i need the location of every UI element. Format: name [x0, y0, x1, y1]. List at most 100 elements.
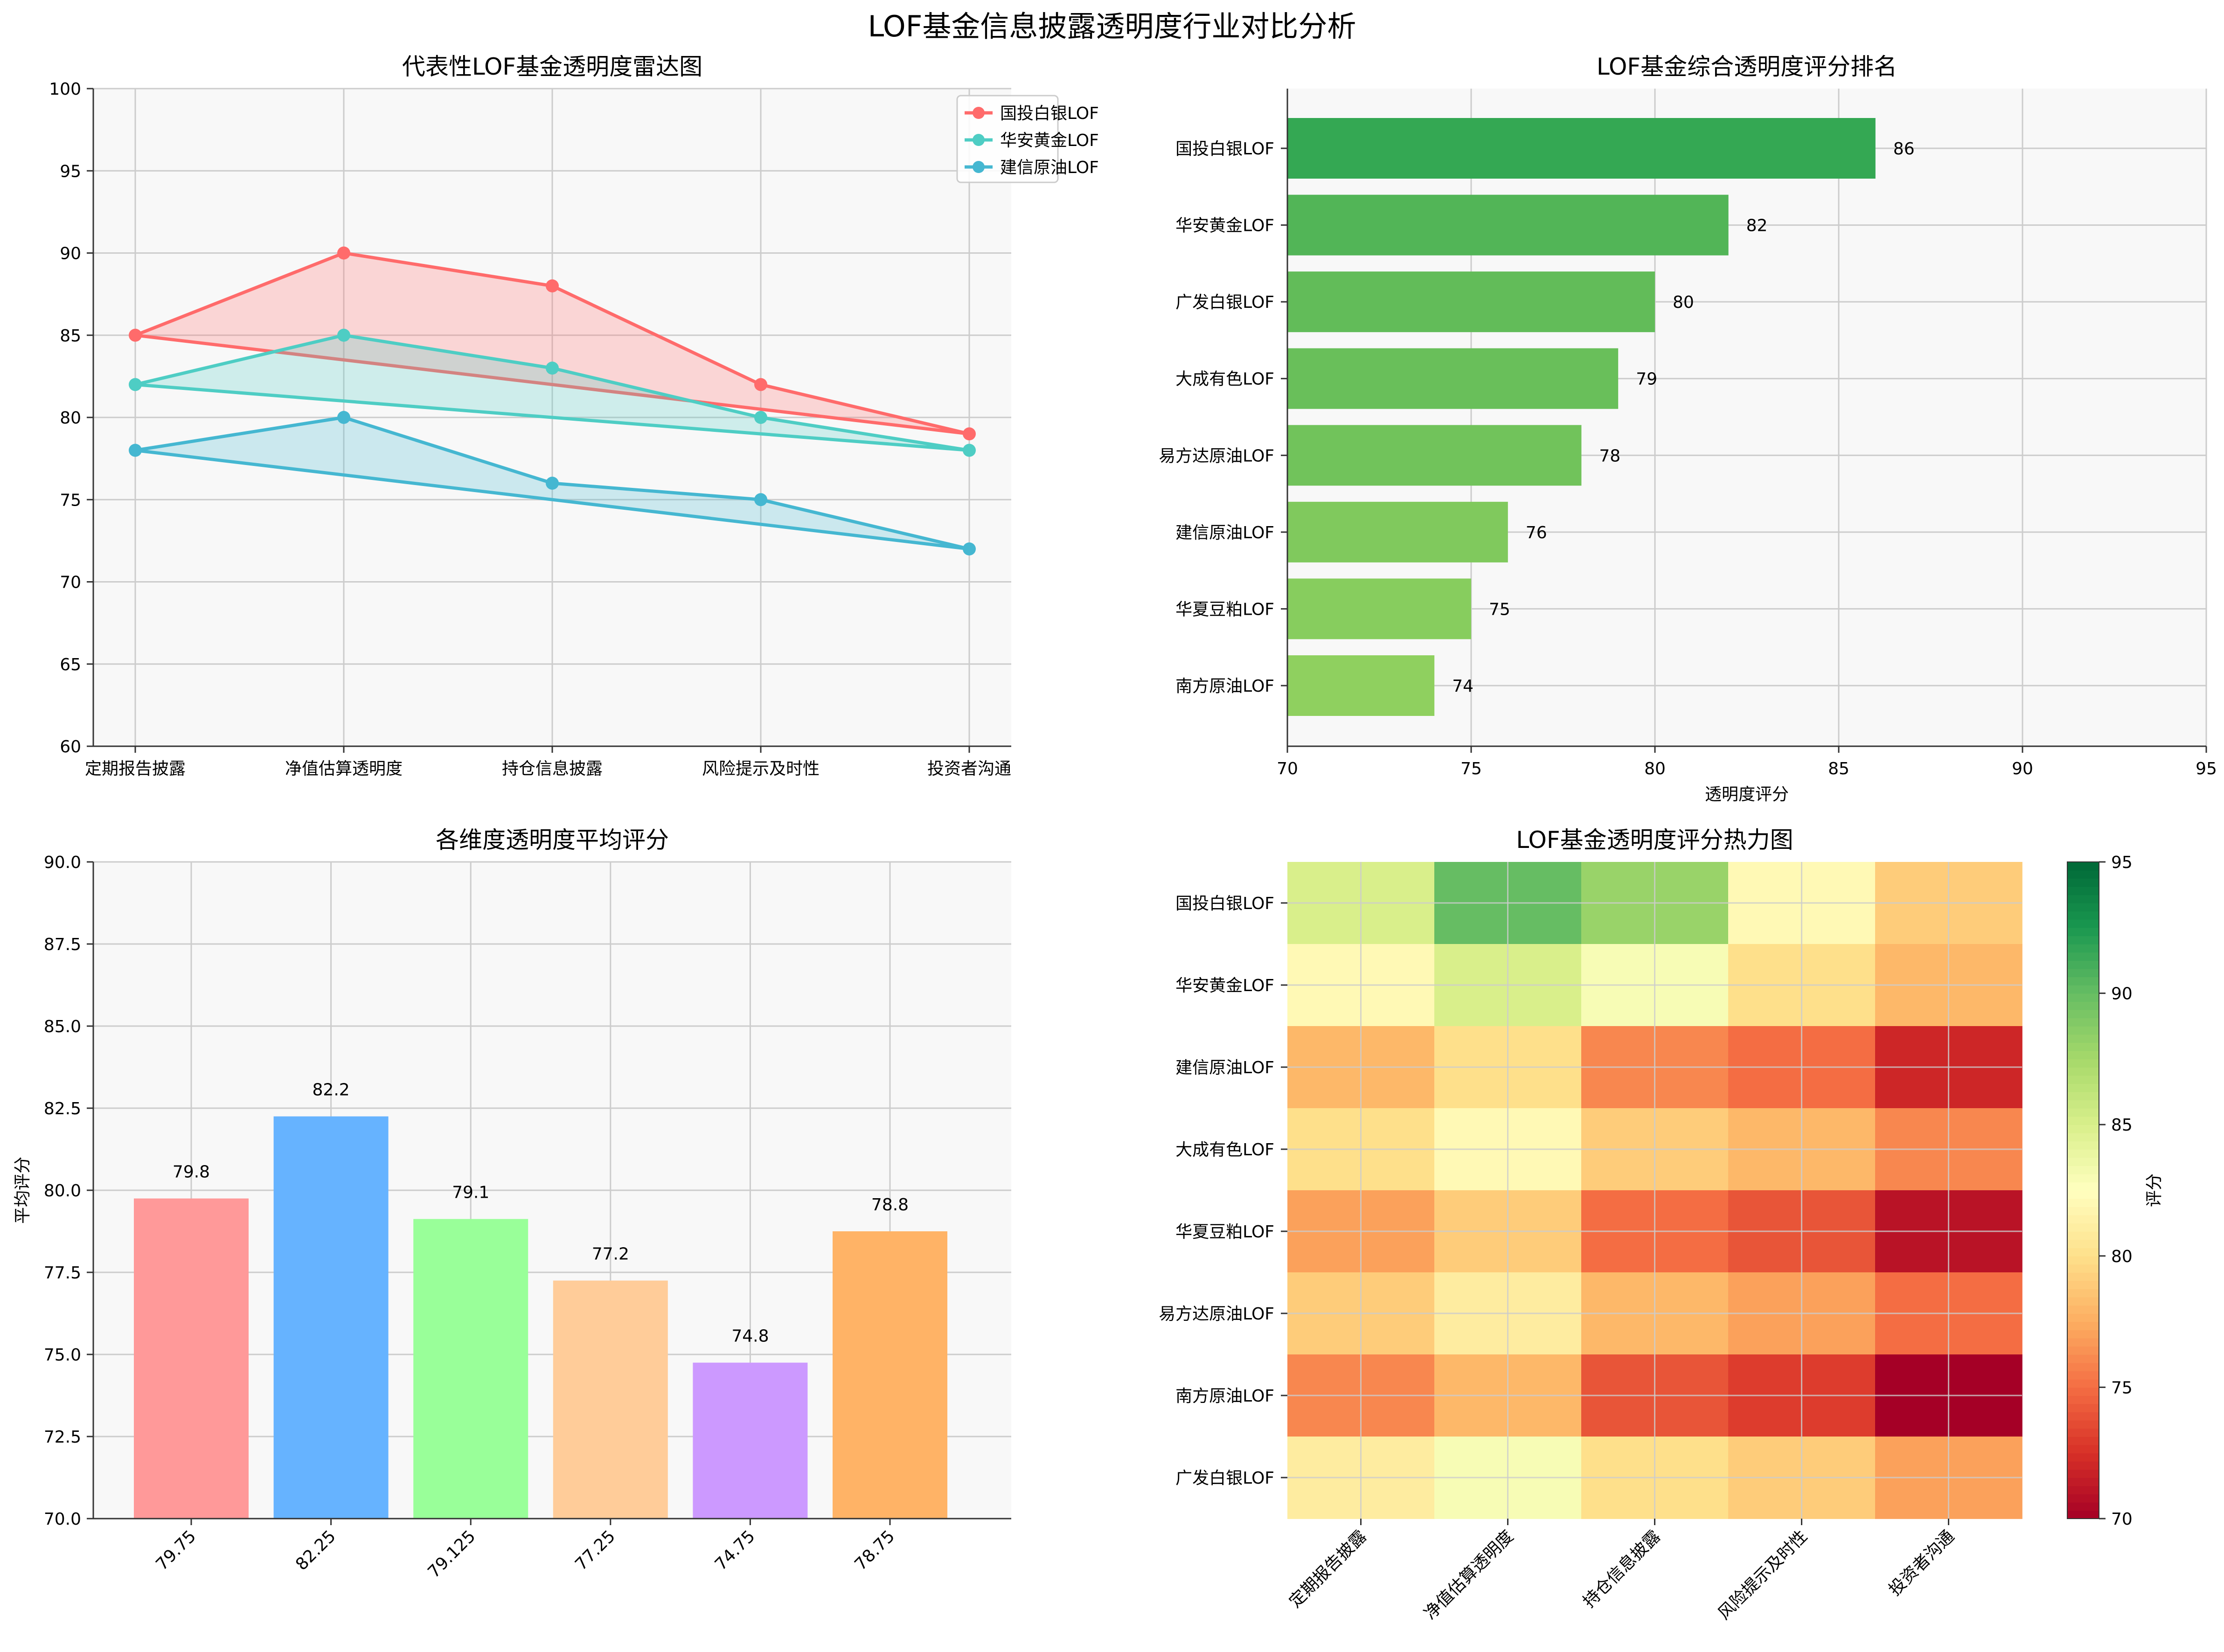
bar — [1287, 655, 1435, 716]
plot-area — [1287, 89, 2206, 746]
colorbar-segment — [2067, 1420, 2099, 1429]
y-tick-label: 大成有色LOF — [1175, 1140, 1274, 1159]
x-tick-label: 持仓信息披露 — [1579, 1527, 1664, 1611]
colorbar-segment — [2067, 1379, 2099, 1388]
bar-value-label: 76 — [1526, 523, 1547, 542]
colorbar-segment — [2067, 1231, 2099, 1240]
y-tick-label: 65 — [60, 655, 81, 674]
y-tick-label: 南方原油LOF — [1175, 1387, 1274, 1406]
colorbar-segment — [2067, 1108, 2099, 1117]
colorbar-segment — [2067, 1124, 2099, 1133]
colorbar-segment — [2067, 1387, 2099, 1396]
series-line-0 — [134, 251, 971, 436]
x-tick-label: 85 — [1828, 759, 1849, 778]
bar — [1287, 501, 1508, 562]
colorbar-segment — [2067, 1026, 2099, 1035]
x-tick-label: 82.25 — [292, 1527, 340, 1574]
x-tick-label: 90 — [2012, 759, 2033, 778]
colorbar-segment — [2067, 993, 2099, 1002]
colorbar-tick-label: 90 — [2111, 985, 2133, 1004]
colorbar-segment — [2067, 1223, 2099, 1232]
x-tick-label: 70 — [1277, 759, 1298, 778]
colorbar-segment — [2067, 1403, 2099, 1412]
y-tick-label: 80 — [60, 409, 81, 428]
y-tick-label: 75.0 — [44, 1346, 81, 1365]
colorbar-segment — [2067, 1338, 2099, 1347]
colorbar-segment — [2067, 985, 2099, 994]
x-tick-label: 持仓信息披露 — [502, 759, 603, 778]
data-point — [337, 246, 350, 260]
bar — [1287, 271, 1655, 333]
colorbar-tick-label: 75 — [2111, 1378, 2133, 1397]
colorbar-segment — [2067, 1182, 2099, 1191]
x-axis-label: 透明度评分 — [1705, 785, 1789, 804]
bar-value-label: 82.2 — [313, 1081, 350, 1100]
y-tick-label: 易方达原油LOF — [1159, 446, 1274, 465]
bar — [1287, 348, 1619, 409]
x-tick-label: 风险提示及时性 — [1715, 1527, 1811, 1623]
y-tick-label: 77.5 — [44, 1263, 81, 1283]
y-tick-label: 60 — [60, 737, 81, 757]
legend-label: 国投白银LOF — [1000, 104, 1099, 123]
colorbar-segment — [2067, 1248, 2099, 1256]
chart-title: LOF基金综合透明度评分排名 — [1597, 53, 1897, 80]
data-point — [963, 542, 976, 555]
colorbar-segment — [2067, 1510, 2099, 1519]
colorbar-tick-label: 95 — [2111, 853, 2133, 872]
colorbar-segment — [2067, 1362, 2099, 1371]
y-tick-label: 华安黄金LOF — [1175, 976, 1274, 995]
colorbar-segment — [2067, 870, 2099, 879]
bar-value-label: 74.8 — [731, 1327, 769, 1346]
colorbar-tick-label: 70 — [2111, 1510, 2133, 1529]
bar-value-label: 80 — [1673, 293, 1694, 312]
x-tick-label: 投资者沟通 — [927, 759, 1011, 778]
colorbar-tick-label: 85 — [2111, 1116, 2133, 1135]
colorbar-segment — [2067, 1256, 2099, 1265]
bar-value-label: 79 — [1636, 370, 1657, 389]
y-tick-label: 90.0 — [44, 853, 81, 872]
data-point — [546, 361, 559, 375]
bar-value-label: 75 — [1489, 600, 1510, 619]
colorbar-segment — [2067, 1116, 2099, 1125]
x-tick-label: 95 — [2196, 759, 2217, 778]
colorbar-segment — [2067, 1469, 2099, 1478]
bar — [1287, 578, 1471, 639]
colorbar-segment — [2067, 944, 2099, 953]
legend-label: 华安黄金LOF — [1000, 131, 1099, 150]
bar-value-label: 79.1 — [452, 1183, 489, 1202]
colorbar-segment — [2067, 1091, 2099, 1101]
colorbar-segment — [2067, 1042, 2099, 1051]
colorbar-segment — [2067, 1485, 2099, 1494]
y-tick-label: 90 — [60, 244, 81, 264]
bar-value-label: 79.8 — [173, 1163, 210, 1182]
bar-value-label: 82 — [1746, 216, 1768, 236]
x-tick-label: 净值估算透明度 — [285, 759, 403, 778]
bar — [693, 1362, 808, 1519]
bar-value-label: 74 — [1452, 677, 1473, 696]
colorbar-segment — [2067, 1502, 2099, 1511]
bar — [553, 1280, 668, 1519]
colorbar-segment — [2067, 1141, 2099, 1150]
bar — [413, 1219, 528, 1519]
colorbar-segment — [2067, 927, 2099, 937]
chart-title: 代表性LOF基金透明度雷达图 — [402, 53, 702, 80]
y-tick-label: 华安黄金LOF — [1175, 216, 1274, 236]
colorbar-segment — [2067, 1313, 2099, 1322]
data-point — [337, 328, 350, 342]
chart-title: LOF基金透明度评分热力图 — [1516, 826, 1793, 854]
bar-value-label: 86 — [1893, 139, 1915, 159]
x-tick-label: 74.75 — [711, 1527, 759, 1574]
y-tick-label: 87.5 — [44, 935, 81, 954]
colorbar-segment — [2067, 1428, 2099, 1437]
colorbar-tick-label: 80 — [2111, 1247, 2133, 1266]
colorbar-segment — [2067, 1239, 2099, 1248]
colorbar-segment — [2067, 1478, 2099, 1486]
y-tick-label: 广发白银LOF — [1175, 1469, 1274, 1488]
colorbar-segment — [2067, 895, 2099, 903]
bar — [1287, 425, 1582, 486]
colorbar-segment — [2067, 1305, 2099, 1314]
bar — [273, 1116, 389, 1519]
y-tick-label: 大成有色LOF — [1175, 370, 1274, 389]
x-tick-label: 78.75 — [851, 1527, 898, 1574]
x-tick-label: 净值估算透明度 — [1421, 1527, 1517, 1623]
